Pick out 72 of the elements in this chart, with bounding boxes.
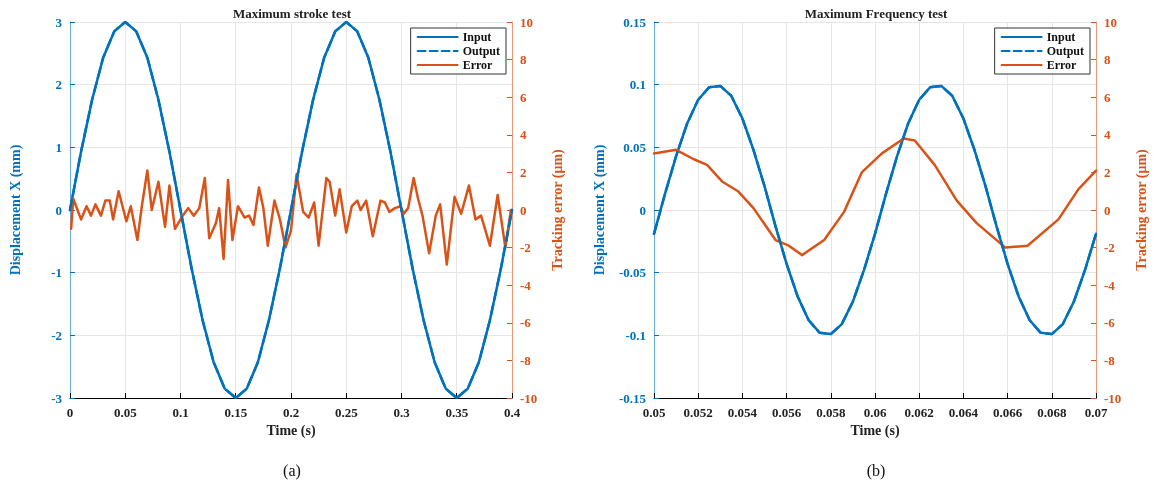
y2-tick-label: 10 [520,14,533,30]
y2-axis-title: Tracking error (μm) [1133,148,1150,271]
y2-axis-title: Tracking error (μm) [549,148,566,271]
y2-tick-label: -8 [1104,352,1116,368]
x-tick-label: 0.4 [503,405,521,420]
y-tick-label: 0.05 [623,139,647,155]
y2-tick-label: 6 [520,89,527,105]
x-tick-label: 0.064 [948,405,979,420]
x-tick-label: 0.35 [445,405,469,420]
y2-tick-label: 6 [1104,89,1111,105]
legend-label: Error [462,58,494,72]
legend-label: Error [1046,58,1078,72]
x-tick-label: 0.06 [863,405,887,420]
y2-tick-label: 0 [520,202,527,218]
y-tick-label: 3 [55,14,63,30]
y-tick-label: -3 [51,390,63,406]
y2-tick-label: 4 [520,127,527,143]
x-tick-label: 0 [66,405,74,420]
y-tick-label: -1 [51,265,62,281]
y2-tick-label: 0 [1104,202,1111,218]
x-tick-label: 0.068 [1037,405,1067,420]
y-tick-label: 0.15 [623,14,647,30]
x-axis-title: Time (s) [266,423,316,440]
legend-label: Output [1046,44,1085,58]
y2-tick-label: -4 [1104,277,1116,293]
y-axis-title: Displacement X (mm) [7,144,24,276]
y-tick-label: -0.1 [625,327,646,343]
legend-label: Output [462,44,501,58]
y-tick-label: 0 [639,202,646,218]
x-tick-label: 0.07 [1084,405,1108,420]
text: (b) [866,461,886,480]
y-tick-label: 2 [55,77,62,93]
y2-tick-label: 2 [520,164,527,180]
y-axis-title: Displacement X (mm) [591,144,608,276]
x-tick-label: 0.056 [771,405,802,420]
y-tick-label: 0.1 [629,77,646,93]
chart-title: Maximum Frequency test [804,6,949,21]
y2-tick-label: 4 [1104,127,1111,143]
y-tick-label: -0.05 [618,265,647,281]
y-tick-label: 0 [55,202,62,218]
text: (a) [283,461,301,480]
y-tick-label: -0.15 [618,390,647,406]
legend-label: Input [1046,30,1076,44]
x-tick-label: 0.25 [334,405,359,420]
y2-tick-label: -8 [520,352,532,368]
x-tick-label: 0.052 [683,405,713,420]
x-tick-label: 0.054 [727,405,758,420]
legend-label: Input [462,30,492,44]
y2-tick-label: -6 [520,315,532,331]
y2-tick-label: -4 [520,277,532,293]
y2-tick-label: -10 [520,390,538,406]
x-tick-label: 0.2 [282,405,300,420]
y2-tick-label: -2 [520,240,531,256]
y-tick-label: -2 [51,327,62,343]
x-tick-label: 0.058 [816,405,846,420]
x-tick-label: 0.05 [642,405,666,420]
y2-tick-label: 10 [1104,14,1117,30]
x-tick-label: 0.15 [224,405,248,420]
y2-tick-label: 2 [1104,164,1111,180]
y2-tick-label: 8 [1104,52,1111,68]
chart-title: Maximum stroke test [232,6,352,21]
y2-tick-label: 8 [520,52,527,68]
x-axis-title: Time (s) [850,423,900,440]
x-tick-label: 0.3 [393,405,411,420]
y2-tick-label: -10 [1104,390,1122,406]
y-tick-label: 1 [55,139,62,155]
x-tick-label: 0.066 [992,405,1023,420]
x-tick-label: 0.062 [904,405,934,420]
x-tick-label: 0.05 [113,405,138,420]
y2-tick-label: -6 [1104,315,1116,331]
y2-tick-label: -2 [1104,240,1115,256]
x-tick-label: 0.1 [172,405,189,420]
